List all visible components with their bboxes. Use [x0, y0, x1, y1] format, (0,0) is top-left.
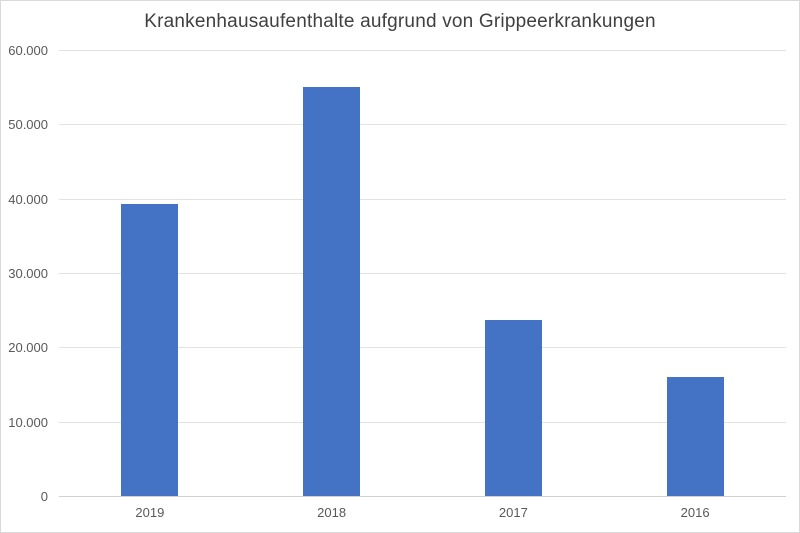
x-axis-line — [59, 496, 786, 497]
gridline — [59, 198, 786, 200]
y-tick-label: 20.000 — [8, 340, 48, 356]
chart-title: Krankenhausaufenthalte aufgrund von Grip… — [144, 11, 656, 32]
x-tick-label-2016: 2016 — [680, 505, 710, 520]
y-tick-label: 50.000 — [8, 117, 48, 133]
y-tick-label: 60.000 — [8, 43, 48, 58]
gridline — [59, 50, 786, 51]
y-tick-label: 0 — [40, 489, 48, 504]
x-tick-label-2019: 2019 — [135, 505, 165, 520]
y-tick-label: 30.000 — [8, 266, 48, 281]
y-tick-label: 10.000 — [8, 414, 48, 430]
gridline — [59, 124, 786, 126]
plot-area — [59, 50, 786, 497]
bar-2018 — [303, 86, 361, 496]
y-axis: 0 10.000 20.000 30.000 40.000 50.000 60.000 — [1, 43, 48, 504]
bar-2017 — [484, 320, 542, 496]
x-axis: 2019 2018 2017 2016 — [59, 505, 786, 525]
gridline — [59, 421, 786, 423]
gridline — [59, 273, 786, 274]
y-tick-label: 40.000 — [8, 191, 48, 207]
x-tick-label-2017: 2017 — [498, 505, 528, 520]
bar-2019 — [121, 204, 179, 496]
bar-2016 — [666, 377, 724, 496]
gridline — [59, 347, 786, 349]
x-tick-label-2018: 2018 — [317, 505, 347, 520]
